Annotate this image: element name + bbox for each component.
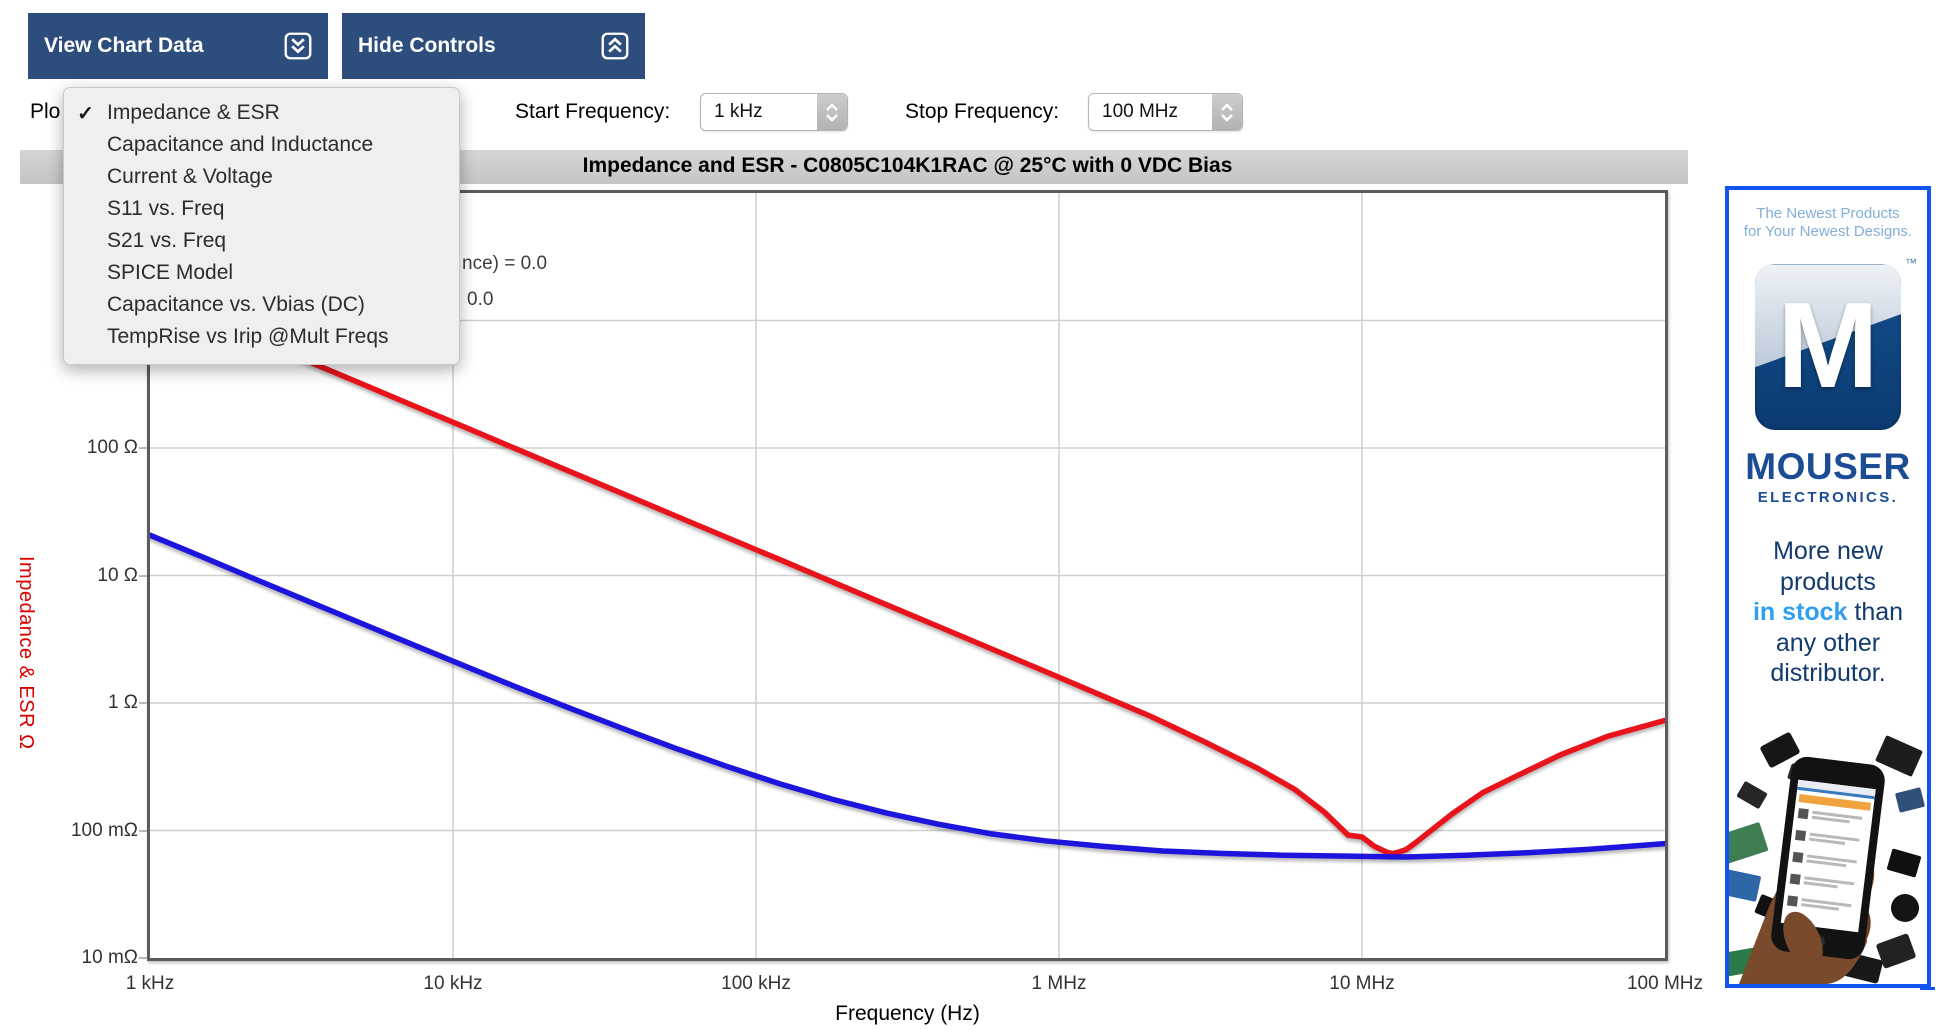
y-tick-label: 100 Ω	[86, 437, 138, 458]
mouser-brand-name: MOUSER	[1745, 446, 1911, 488]
stepper-icon[interactable]	[1212, 94, 1242, 130]
menu-item[interactable]: TempRise vs Irip @Mult Freqs	[64, 321, 459, 353]
menu-item[interactable]: S11 vs. Freq	[64, 193, 459, 225]
ad-link-underscore	[1920, 987, 1935, 990]
view-chart-data-label: View Chart Data	[44, 34, 204, 57]
ad-copy-line: products	[1780, 567, 1876, 596]
menu-item-label: Capacitance vs. Vbias (DC)	[107, 293, 365, 316]
menu-item-label: TempRise vs Irip @Mult Freqs	[107, 325, 389, 348]
x-tick-label: 1 MHz	[1031, 973, 1087, 994]
menu-item-label: SPICE Model	[107, 261, 234, 284]
legend-fragment: 0.0	[467, 289, 494, 310]
mouser-tagline: The Newest Products for Your Newest Desi…	[1744, 205, 1912, 240]
mouser-tagline-line1: The Newest Products	[1756, 205, 1900, 222]
series-esr-curve	[150, 532, 1665, 860]
stepper-icon[interactable]	[817, 94, 847, 130]
checkmark-icon: ✓	[77, 102, 94, 125]
y-tick-mark	[139, 447, 147, 449]
y-tick-mark	[139, 957, 147, 959]
menu-item[interactable]: Capacitance vs. Vbias (DC)	[64, 289, 459, 321]
menu-item-label: Current & Voltage	[107, 165, 273, 188]
y-tick-label: 10 Ω	[97, 564, 138, 586]
menu-item[interactable]: SPICE Model	[64, 257, 459, 289]
ad-copy-line: in stock than	[1752, 598, 1904, 627]
chevron-double-up-icon	[601, 32, 629, 60]
y-tick-mark	[139, 829, 147, 832]
mouser-brand-sub: ELECTRONICS.	[1757, 489, 1899, 507]
plot-type-label: Plo	[30, 100, 61, 123]
hand-holding-phone-photo	[1729, 732, 1927, 984]
menu-item[interactable]: Current & Voltage	[64, 161, 459, 193]
y-tick-mark	[139, 702, 147, 704]
y-tick-label: 10 mΩ	[81, 947, 138, 968]
x-axis-title: Frequency (Hz)	[835, 1002, 980, 1025]
start-frequency-select[interactable]: 1 kHz	[700, 93, 848, 131]
mouser-ad-copy: More new products in stock than any othe…	[1753, 536, 1903, 689]
x-tick-label: 100 MHz	[1626, 973, 1704, 994]
menu-item[interactable]: ✓ Impedance & ESR	[64, 97, 459, 129]
start-frequency-label: Start Frequency:	[515, 100, 671, 123]
menu-item-label: S11 vs. Freq	[107, 197, 225, 220]
ad-copy-line: distributor.	[1770, 659, 1886, 688]
start-frequency-value: 1 kHz	[714, 101, 763, 122]
legend-fragment: nce) = 0.0	[462, 253, 548, 274]
hide-controls-button[interactable]: Hide Controls	[342, 13, 645, 79]
y-axis-title: Impedance & ESR Ω	[15, 556, 37, 750]
x-tick-label: 100 kHz	[721, 973, 791, 994]
mouser-tagline-line2: for Your Newest Designs.	[1743, 222, 1913, 240]
menu-item-label: Impedance & ESR	[107, 101, 280, 124]
chevron-double-down-icon	[284, 32, 312, 60]
y-tick-mark	[139, 574, 147, 577]
mouser-logo-letter: M	[1777, 277, 1879, 414]
hide-controls-label: Hide Controls	[358, 34, 496, 57]
menu-item[interactable]: S21 vs. Freq	[64, 225, 459, 257]
x-tick-label: 10 kHz	[423, 973, 483, 994]
series-impedance-curve	[150, 292, 1665, 857]
ad-copy-line: More new	[1773, 537, 1883, 566]
stop-frequency-value: 100 MHz	[1102, 101, 1179, 122]
y-tick-label: 100 mΩ	[70, 819, 138, 841]
chart-title: Impedance and ESR - C0805C104K1RAC @ 25°…	[582, 154, 1233, 177]
trademark-symbol: ™	[1905, 256, 1917, 271]
x-tick-label: 10 MHz	[1329, 973, 1395, 994]
menu-item-label: S21 vs. Freq	[107, 229, 227, 252]
ad-copy-line: any other	[1775, 628, 1881, 657]
chart-svg	[150, 193, 1665, 958]
stop-frequency-select[interactable]: 100 MHz	[1088, 93, 1243, 131]
in-stock-highlight: in stock	[1752, 598, 1848, 627]
menu-item-label: Capacitance and Inductance	[107, 133, 374, 156]
mouser-logo: M ™	[1755, 256, 1917, 431]
view-chart-data-button[interactable]: View Chart Data	[28, 13, 328, 79]
menu-item[interactable]: Capacitance and Inductance	[64, 129, 459, 161]
stop-frequency-label: Stop Frequency:	[905, 100, 1060, 123]
chart-plot-area	[147, 190, 1668, 961]
mouser-ad-banner[interactable]: The Newest Products for Your Newest Desi…	[1725, 186, 1931, 988]
plot-type-menu: ✓ Impedance & ESR Capacitance and Inductan…	[63, 87, 460, 365]
y-tick-label: 1 Ω	[107, 692, 138, 713]
x-tick-label: 1 kHz	[125, 973, 175, 994]
